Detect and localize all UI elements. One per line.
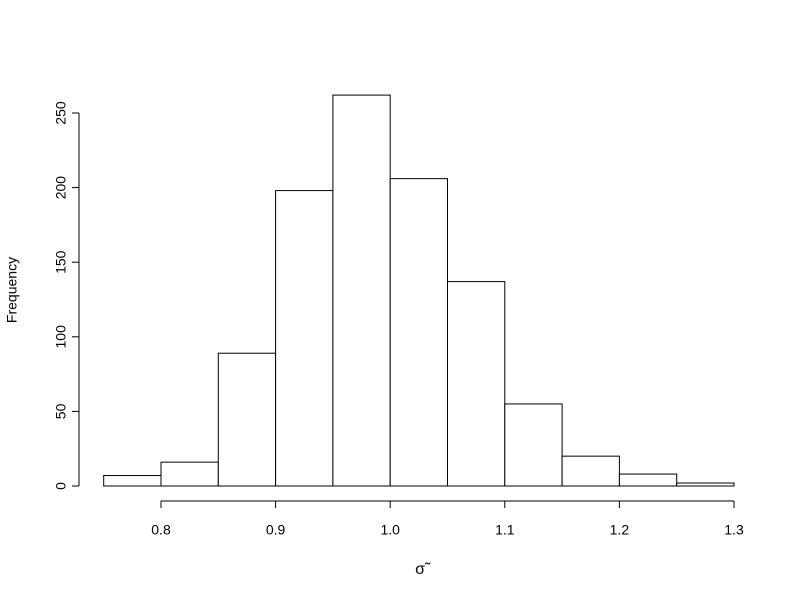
bar (332, 94, 391, 487)
bar (676, 482, 735, 487)
bar (447, 281, 506, 487)
x-axis-label: σ̃ (415, 561, 431, 578)
x-tick-label: 1.1 (495, 522, 515, 538)
bar (217, 352, 277, 487)
bar (389, 178, 449, 487)
y-tick-label: 50 (53, 403, 69, 419)
y-axis-label: Frequency (4, 257, 20, 323)
y-tick-label: 250 (53, 101, 69, 125)
bar (561, 455, 620, 487)
bar (160, 461, 219, 487)
x-tick-label: 0.9 (266, 522, 286, 538)
x-tick-label: 1.0 (380, 522, 400, 538)
bar (618, 473, 678, 487)
y-tick-label: 0 (53, 482, 69, 490)
x-tick-label: 1.3 (724, 522, 744, 538)
y-tick-label: 100 (53, 325, 69, 349)
bar (103, 475, 162, 487)
x-tick-label: 0.8 (151, 522, 171, 538)
bar (504, 403, 563, 487)
x-tick-label: 1.2 (610, 522, 630, 538)
y-tick-label: 200 (53, 176, 69, 200)
y-tick-label: 150 (53, 250, 69, 274)
bar (275, 190, 334, 487)
